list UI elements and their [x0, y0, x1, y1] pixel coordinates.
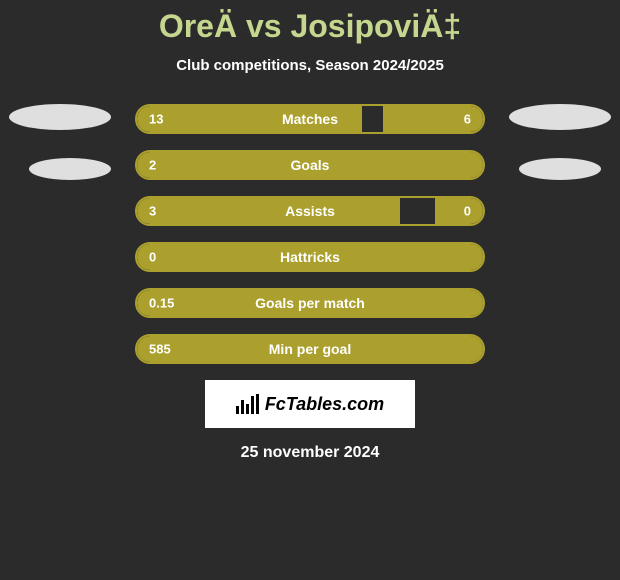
avatar-placeholder-left-1	[9, 104, 111, 130]
stat-row-hattricks: 0 Hattricks	[135, 242, 485, 272]
page-title: OreÄ vs JosipoviÄ‡	[0, 0, 620, 45]
stat-value-right: 0	[464, 204, 471, 219]
stat-row-goals-per-match: 0.15 Goals per match	[135, 288, 485, 318]
stat-row-matches: 13 Matches 6	[135, 104, 485, 134]
stat-fill-right	[435, 198, 483, 224]
stat-value-left: 0	[149, 250, 156, 265]
stat-label: Goals	[291, 157, 330, 173]
branding-text: FcTables.com	[265, 394, 384, 415]
stat-value-left: 0.15	[149, 296, 174, 311]
stat-label: Hattricks	[280, 249, 340, 265]
stat-value-right: 6	[464, 112, 471, 127]
stat-label: Min per goal	[269, 341, 351, 357]
stat-rows: 13 Matches 6 2 Goals 3 Assists 0 0 Hattr…	[135, 104, 485, 364]
stat-row-min-per-goal: 585 Min per goal	[135, 334, 485, 364]
stat-label: Assists	[285, 203, 335, 219]
stats-area: 13 Matches 6 2 Goals 3 Assists 0 0 Hattr…	[0, 104, 620, 364]
stat-value-left: 13	[149, 112, 163, 127]
bar-chart-icon	[236, 394, 259, 414]
branding-badge: FcTables.com	[205, 380, 415, 428]
avatar-placeholder-right-2	[519, 158, 601, 180]
stat-value-left: 585	[149, 342, 171, 357]
stat-row-assists: 3 Assists 0	[135, 196, 485, 226]
stat-value-left: 3	[149, 204, 156, 219]
avatar-placeholder-right-1	[509, 104, 611, 130]
date-label: 25 november 2024	[0, 444, 620, 462]
stat-label: Matches	[282, 111, 338, 127]
stat-label: Goals per match	[255, 295, 365, 311]
stat-fill-left	[137, 198, 400, 224]
avatar-placeholder-left-2	[29, 158, 111, 180]
stat-row-goals: 2 Goals	[135, 150, 485, 180]
stat-value-left: 2	[149, 158, 156, 173]
subtitle: Club competitions, Season 2024/2025	[0, 57, 620, 74]
